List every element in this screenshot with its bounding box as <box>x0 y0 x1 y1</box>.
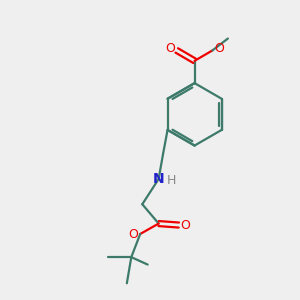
Text: H: H <box>167 174 176 187</box>
Text: O: O <box>165 42 175 55</box>
Text: O: O <box>181 218 190 232</box>
Text: N: N <box>153 172 164 186</box>
Text: O: O <box>214 42 224 55</box>
Text: O: O <box>129 228 139 241</box>
